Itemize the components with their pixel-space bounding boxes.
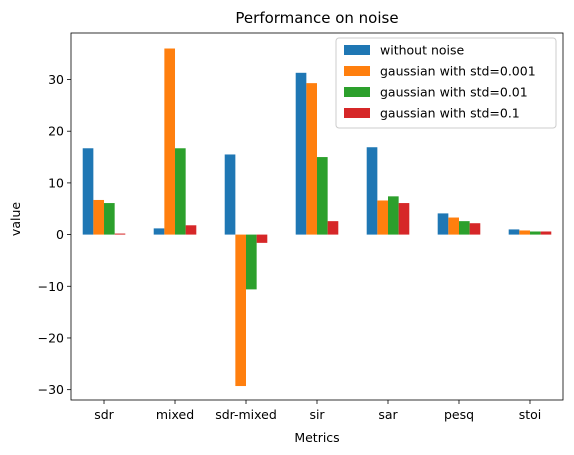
bar-sir-series-4 [327,221,339,235]
x-tick-label: stoi [519,407,542,422]
bar-mixed-series-2 [164,48,176,235]
y-tick-label: 0 [56,227,64,242]
legend-box [335,37,557,129]
x-tick-label: mixed [156,407,194,422]
y-tick-label: 20 [48,124,64,139]
bar-sdr-mixed-series-4 [256,234,268,243]
bar-sdr-mixed-series-3 [246,234,257,290]
x-tick-label: sdr-mixed [215,407,277,422]
bar-stoi-series-3 [529,231,541,235]
x-tick-label: sir [309,407,325,422]
bar-pesq-series-3 [458,221,470,235]
bars-layer [82,48,552,387]
bar-stoi-series-2 [519,230,530,235]
legend-swatch [344,87,370,97]
bar-pesq-series-2 [448,217,459,235]
legend-label: gaussian with std=0.01 [380,85,528,100]
bar-stoi-series-1 [508,229,520,235]
bar-sdr-mixed-series-1 [224,154,236,235]
x-tick-label: sar [378,407,398,422]
chart-title: Performance on noise [235,9,398,27]
bar-sir-series-2 [306,83,317,235]
bar-mixed-series-4 [185,225,197,235]
legend-label: gaussian with std=0.1 [380,106,520,121]
y-tick-label: −30 [38,382,64,397]
x-tick-label: pesq [444,407,474,422]
bar-mixed-series-1 [153,228,165,235]
bar-sar-series-1 [366,147,378,235]
y-tick-label: 30 [48,72,64,87]
bar-sar-series-3 [388,196,399,235]
legend-swatch [344,66,370,76]
bar-pesq-series-1 [437,213,449,235]
bar-sdr-series-1 [82,148,94,235]
bar-sdr-mixed-series-2 [235,234,246,387]
bar-pesq-series-4 [469,223,481,235]
y-axis-label: value [8,202,23,236]
legend: without noise gaussian with std=0.001 gaus… [335,37,557,129]
bar-mixed-series-3 [175,148,186,235]
bar-sdr-series-3 [104,203,115,235]
legend-swatch [344,45,370,55]
x-axis-label: Metrics [294,430,339,445]
bar-sir-series-1 [295,72,307,235]
bar-sar-series-2 [377,200,388,235]
y-tick-label: 10 [48,175,64,190]
x-tick-label: sdr [94,407,114,422]
legend-swatch [344,108,370,118]
bar-sdr-series-4 [114,233,126,235]
bar-sir-series-3 [317,157,328,235]
x-axis: sdr mixed sdr-mixed sir sar pesq stoi [94,400,541,422]
legend-label: without noise [380,43,465,58]
bar-stoi-series-4 [540,231,552,235]
y-axis: −30 −20 −10 0 10 20 30 [38,72,71,397]
bar-sdr-series-2 [93,199,105,235]
y-tick-label: −20 [38,330,64,345]
bar-sar-series-4 [398,203,410,235]
legend-label: gaussian with std=0.001 [380,64,536,79]
y-tick-label: −10 [38,279,64,294]
